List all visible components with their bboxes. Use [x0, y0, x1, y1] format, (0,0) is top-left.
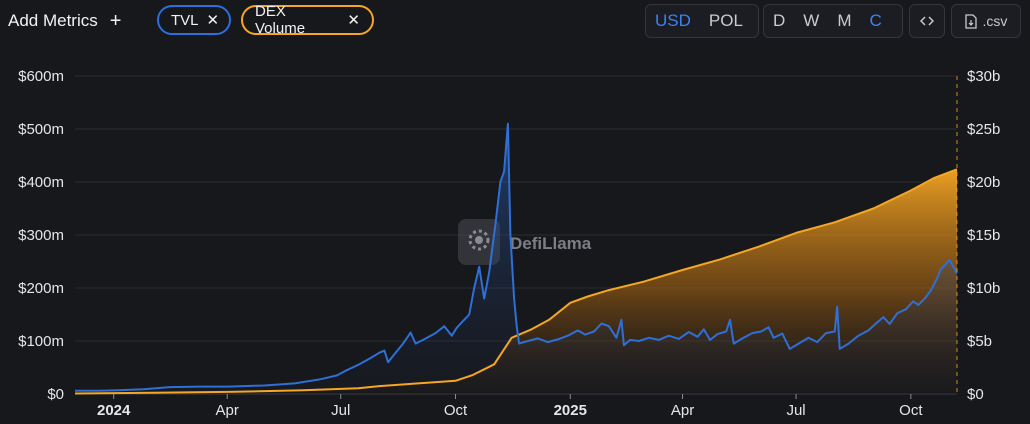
- series-lines: [74, 122, 958, 395]
- currency-option-usd[interactable]: USD: [655, 11, 691, 30]
- x-tick-label: Apr: [216, 402, 239, 419]
- y-left-tick-label: $0: [47, 386, 64, 403]
- currency-toggle: USD POL: [645, 4, 759, 38]
- add-metrics-label: Add Metrics: [8, 11, 98, 30]
- add-metrics-button[interactable]: Add Metrics +: [4, 4, 127, 38]
- defillama-watermark: DefiLlama: [458, 219, 592, 265]
- x-tick-label: 2025: [554, 402, 587, 419]
- series-line-tvl[interactable]: [75, 122, 958, 392]
- y-left-tick-label: $500m: [18, 121, 64, 138]
- metric-chip-label: TVL: [171, 11, 199, 29]
- metric-chip-label: DEX Volume: [255, 3, 306, 37]
- file-download-icon: [964, 13, 977, 29]
- y-left-tick-label: $200m: [18, 280, 64, 297]
- period-toggle: D W M C: [763, 4, 903, 38]
- y-right-tick-label: $15b: [967, 227, 1000, 244]
- period-option-daily[interactable]: D: [773, 11, 786, 30]
- y-right-tick-label: $25b: [967, 121, 1000, 138]
- x-tick-label: Apr: [671, 402, 694, 419]
- period-option-weekly[interactable]: W: [803, 11, 820, 30]
- x-axis-ticks: 2024 Apr Jul Oct 2025 Apr Jul Oct: [97, 394, 923, 419]
- close-icon[interactable]: ✕: [206, 11, 220, 29]
- csv-download-button[interactable]: .csv: [951, 4, 1021, 38]
- x-tick-label: Jul: [786, 402, 805, 419]
- y-right-tick-label: $5b: [967, 333, 992, 350]
- y-left-tick-label: $300m: [18, 227, 64, 244]
- x-tick-label: Oct: [899, 402, 923, 419]
- series-areas: [75, 123, 957, 394]
- currency-option-pol[interactable]: POL: [708, 11, 743, 30]
- series-line-dex-volume[interactable]: [74, 168, 958, 395]
- y-left-tick-label: $100m: [18, 333, 64, 350]
- x-tick-label: 2024: [97, 402, 131, 419]
- right-axis-ticks: $0 $5b $10b $15b $20b $25b $30b: [967, 68, 1000, 403]
- chart-toolbar: Add Metrics + TVL ✕ DEX Volume ✕ USD POL…: [0, 0, 1030, 44]
- close-icon[interactable]: ✕: [347, 11, 360, 29]
- series-area-dex-volume: [75, 169, 957, 394]
- metric-chip-dex-volume[interactable]: DEX Volume ✕: [241, 3, 374, 37]
- y-right-tick-label: $30b: [967, 68, 1000, 85]
- csv-label: .csv: [982, 13, 1008, 29]
- plus-icon: +: [109, 10, 122, 32]
- watermark-text: DefiLlama: [510, 234, 592, 253]
- y-left-tick-label: $400m: [18, 174, 64, 191]
- y-left-tick-label: $600m: [18, 68, 64, 85]
- y-right-tick-label: $20b: [967, 174, 1000, 191]
- code-icon: [920, 16, 934, 26]
- period-option-cumulative[interactable]: C: [869, 11, 882, 30]
- x-tick-label: Oct: [444, 402, 468, 419]
- metric-chip-tvl[interactable]: TVL ✕: [157, 5, 231, 35]
- y-right-tick-label: $10b: [967, 280, 1000, 297]
- period-option-monthly[interactable]: M: [837, 11, 852, 30]
- left-axis-ticks: $0 $100m $200m $300m $400m $500m $600m: [18, 68, 64, 403]
- llama-logo-icon: [458, 219, 500, 265]
- y-right-tick-label: $0: [967, 386, 984, 403]
- series-area-tvl: [75, 123, 957, 394]
- x-tick-label: Jul: [331, 402, 350, 419]
- embed-button[interactable]: [909, 4, 945, 38]
